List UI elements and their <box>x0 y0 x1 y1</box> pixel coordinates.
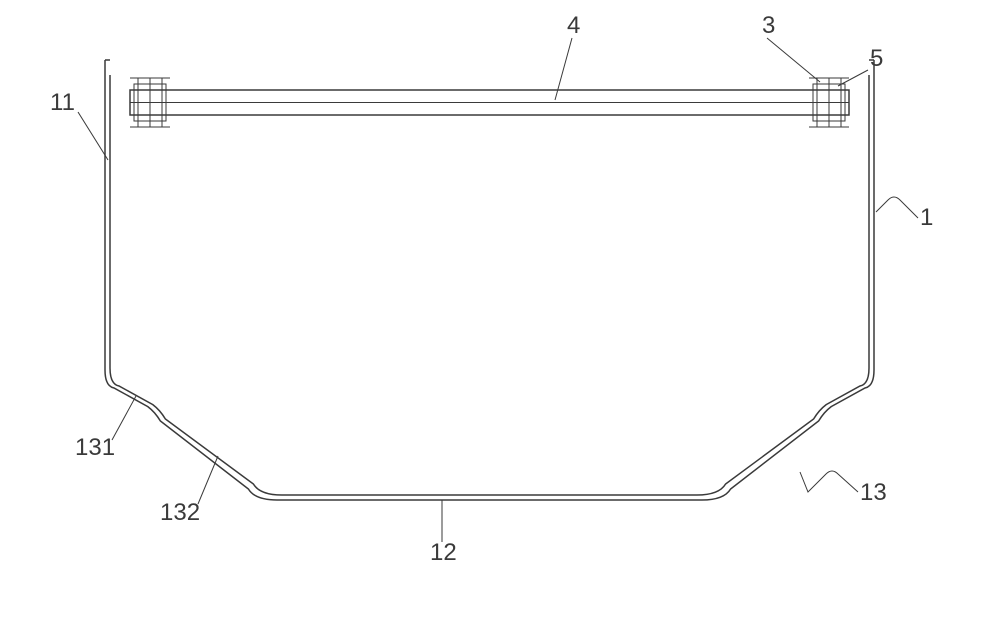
label-l1: 1 <box>920 204 933 231</box>
label-l131: 131 <box>75 434 115 461</box>
diagram-canvas: 4351111311321213 <box>0 0 1000 622</box>
label-l5: 5 <box>870 45 883 72</box>
leader-l3 <box>767 38 820 82</box>
leader-l132 <box>198 456 218 504</box>
leader-l131 <box>112 396 136 440</box>
label-l132: 132 <box>160 499 200 526</box>
label-l11: 11 <box>50 89 75 116</box>
vessel-outer <box>105 60 874 500</box>
label-l4: 4 <box>567 12 580 39</box>
vessel-inner <box>110 75 869 495</box>
label-l13: 13 <box>860 479 887 506</box>
leader-l13 <box>800 471 858 492</box>
leader-l1 <box>876 197 918 218</box>
label-l12: 12 <box>430 539 457 566</box>
leader-l11 <box>78 112 108 160</box>
label-l3: 3 <box>762 12 775 39</box>
